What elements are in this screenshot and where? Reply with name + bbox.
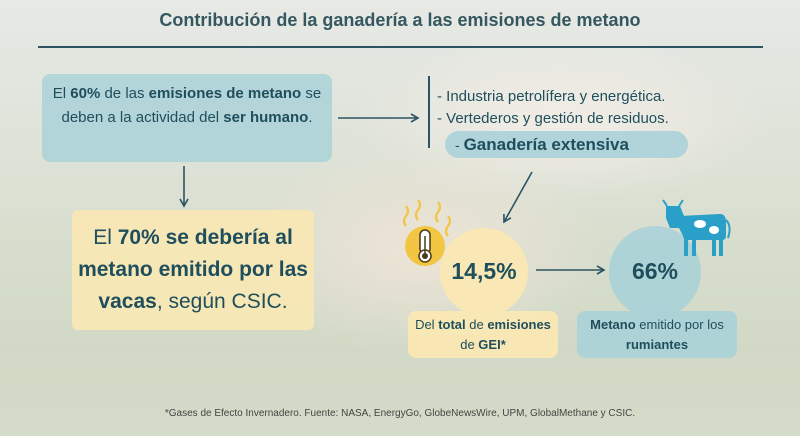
stat-ghg-caption: Del total de emisiones de GEI* [408,311,558,358]
human-activity-box: El 60% de las emisiones de metano se deb… [42,74,332,162]
box2-emphasis: 70% se debería al metano emitido por las… [78,226,308,313]
caption-emphasis: GEI* [478,337,506,352]
stat-ruminants-value: 66% [631,258,679,284]
list-item: - Industria petrolífera y energética. [437,88,666,105]
box1-text: . [308,109,313,126]
title-divider [38,46,763,48]
caption-emphasis: total [438,317,466,332]
caption-text: Del [415,317,439,332]
box2-text: , según CSIC. [156,290,288,313]
stat-circle-ghg [440,228,528,316]
caption-text: de [465,317,488,332]
caption-emphasis: emisiones [487,317,551,332]
highlight-dash: - [455,137,464,153]
box1-emphasis: ser humano [223,109,309,126]
box1-text: El [52,85,71,102]
caption-emphasis: rumiantes [625,337,689,352]
highlight-label: Ganadería extensiva [463,135,629,154]
stat-ruminants-caption: Metano emitido por los rumiantes [577,311,737,358]
list-divider [428,76,430,148]
box1-emphasis: emisiones de metano [148,85,302,102]
box2-text: El [93,226,118,249]
sources-list: - Industria petrolífera y energética. - … [437,86,669,130]
thermometer-heat-icon [402,199,452,266]
cow-icon [662,199,731,256]
stat-ghg-value: 14,5% [451,258,517,284]
caption-emphasis: Metano [590,317,636,332]
footnote: *Gases de Efecto Invernadero. Fuente: NA… [164,408,636,419]
cows-share-box: El 70% se debería al metano emitido por … [72,210,314,330]
list-item: - Vertederos y gestión de residuos. [437,110,669,127]
page-title: Contribución de la ganadería a las emisi… [159,10,641,30]
arrow-to-ghg-stat [503,171,533,224]
box1-text: se deben a la actividad del [61,85,322,126]
caption-text: de [460,337,479,352]
caption-text: emitido por los [635,317,724,332]
box1-percent: 60% [70,85,101,102]
highlight-livestock: - Ganadería extensiva [445,131,688,158]
box1-text: de las [100,85,149,102]
